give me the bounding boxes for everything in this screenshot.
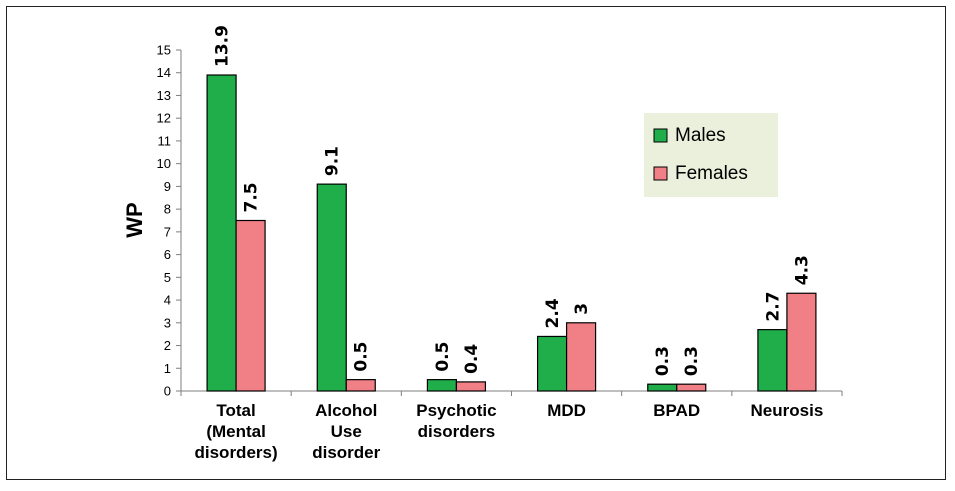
bar-females-5 xyxy=(786,292,817,392)
data-label: 0.5 xyxy=(433,342,453,372)
y-tick-label: 2 xyxy=(164,338,171,353)
bar-females-3 xyxy=(565,322,597,392)
x-tick-label: Alcohol xyxy=(315,401,377,420)
x-tick-label: MDD xyxy=(547,401,586,420)
x-tick-label: Psychotic xyxy=(416,401,496,420)
bar-males-1 xyxy=(316,183,347,392)
bar-males-0 xyxy=(206,74,237,392)
y-tick-label: 5 xyxy=(164,270,171,285)
data-label: 2.7 xyxy=(763,291,783,321)
data-label: 9.1 xyxy=(323,146,343,176)
bar-females-2 xyxy=(455,381,487,392)
x-tick-label: Neurosis xyxy=(751,401,824,420)
y-tick-label: 10 xyxy=(157,156,171,171)
legend-label-females: Females xyxy=(675,163,748,184)
y-tick-label: 13 xyxy=(157,88,171,103)
bar-males-5 xyxy=(757,329,788,392)
bar-females-0 xyxy=(235,219,266,392)
data-label: 13.9 xyxy=(213,25,233,67)
bar-males-3 xyxy=(536,335,568,392)
data-label: 0.3 xyxy=(682,346,702,376)
data-label: 7.5 xyxy=(242,182,262,212)
chart-frame xyxy=(6,6,946,480)
x-tick-label: (Mental xyxy=(206,422,266,441)
x-tick-label: disorder xyxy=(312,443,380,462)
y-tick-label: 6 xyxy=(164,247,171,262)
y-tick-label: 4 xyxy=(164,293,171,308)
x-tick-label: disorders xyxy=(418,422,495,441)
x-tick-label: Total xyxy=(216,401,255,420)
data-label: 0.3 xyxy=(653,346,673,376)
legend: Males Females xyxy=(644,113,778,197)
data-label: 0.4 xyxy=(462,344,482,374)
x-tick-label: BPAD xyxy=(653,401,700,420)
y-tick-label: 7 xyxy=(164,224,171,239)
y-tick-label: 0 xyxy=(164,384,171,399)
bar-males-4 xyxy=(647,383,678,392)
bar-males-2 xyxy=(426,379,458,392)
y-axis-title: WP xyxy=(122,202,147,237)
y-tick-label: 15 xyxy=(157,43,171,58)
data-label: 2.4 xyxy=(543,298,563,328)
y-tick-label: 9 xyxy=(164,179,171,194)
y-tick-label: 3 xyxy=(164,315,171,330)
legend-swatch-females xyxy=(653,166,668,181)
labels: 13.9 7.5 Total (Mental disorders) 9.1 0.5 Alcoh… xyxy=(195,25,824,462)
data-label: 4.3 xyxy=(792,255,812,285)
data-label: 3 xyxy=(572,303,592,315)
bars xyxy=(206,74,817,392)
bar-females-4 xyxy=(676,383,707,392)
y-tick-label: 12 xyxy=(157,111,171,126)
bar-females-1 xyxy=(345,379,376,392)
legend-box xyxy=(644,113,778,197)
x-tick-label: Use xyxy=(331,422,362,441)
legend-label-males: Males xyxy=(675,125,726,146)
x-tick-label: disorders) xyxy=(195,443,278,462)
data-label: 0.5 xyxy=(352,342,372,372)
y-tick-label: 8 xyxy=(164,202,171,217)
y-tick-label: 14 xyxy=(157,65,171,80)
legend-swatch-males xyxy=(653,128,668,143)
y-tick-label: 11 xyxy=(158,133,172,148)
y-tick-label: 1 xyxy=(164,361,171,376)
